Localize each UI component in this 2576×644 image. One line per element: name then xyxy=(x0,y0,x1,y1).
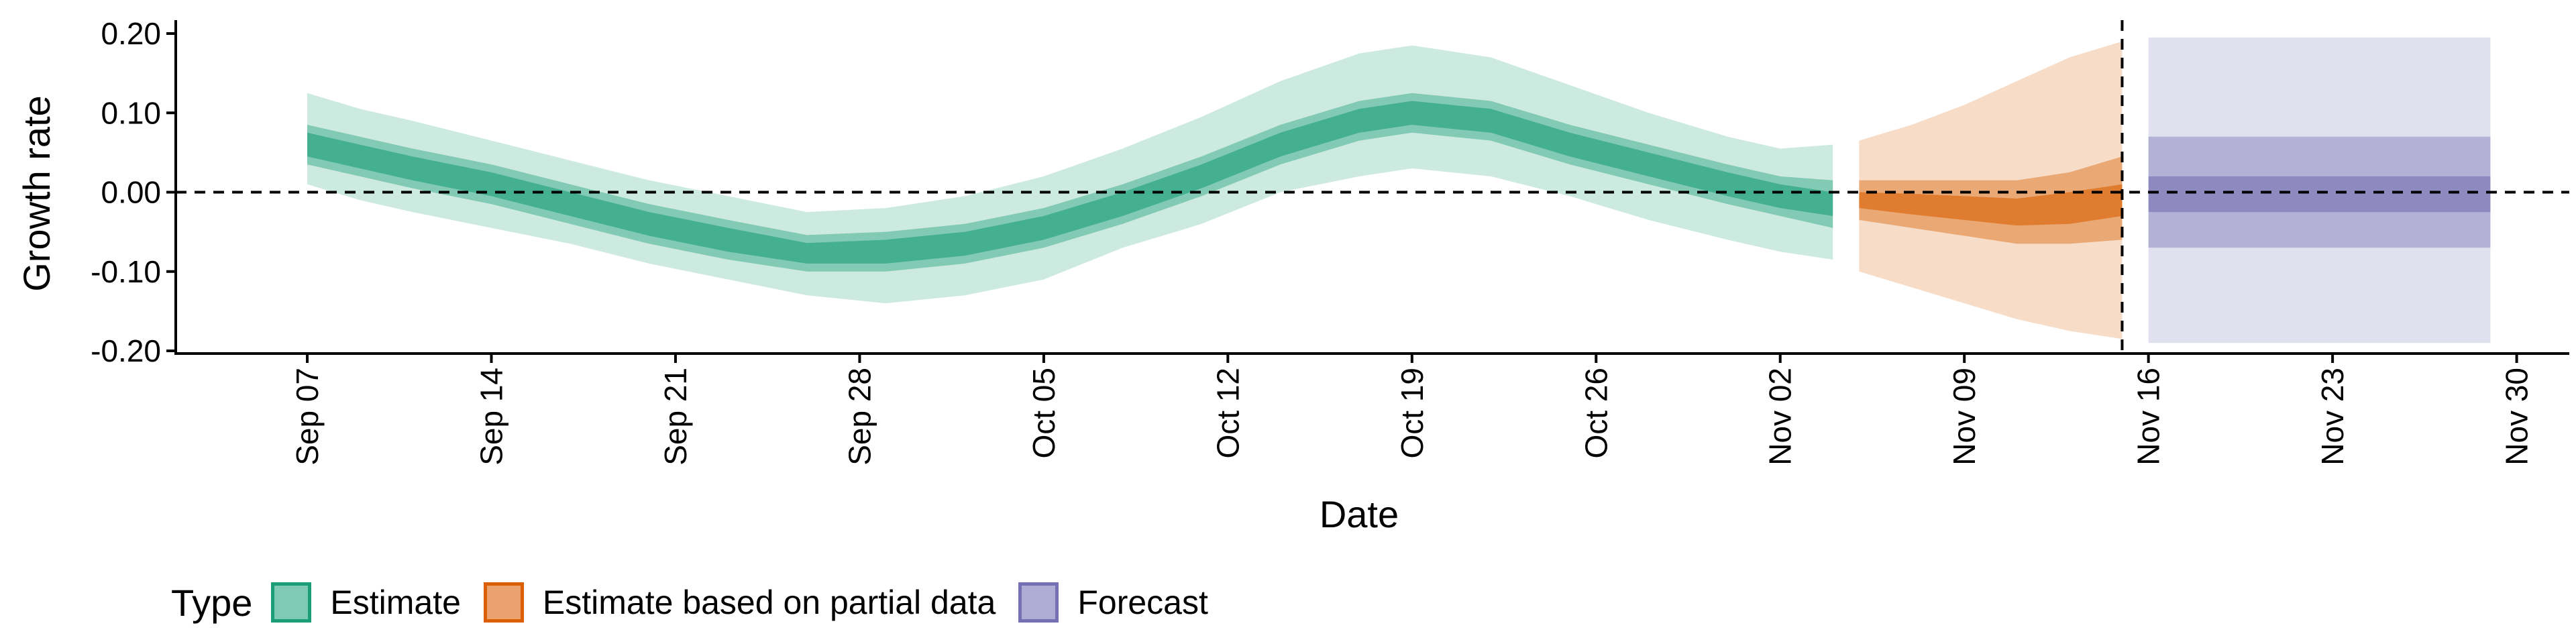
x-tick-label: Oct 12 xyxy=(1210,368,1245,459)
growth-rate-chart: -0.20 -0.10 0.00 0.10 0.20 Sep 07 Sep 14 Sep 2… xyxy=(15,16,2569,535)
x-axis-title: Date xyxy=(1320,493,1399,535)
x-tick-label: Sep 28 xyxy=(842,368,877,466)
legend-title: Type xyxy=(171,581,253,624)
x-tick-label: Nov 09 xyxy=(1947,368,1982,466)
ribbon-estimate-based-on-partial-data-20 xyxy=(1859,184,2123,226)
y-axis-title: Growth rate xyxy=(15,95,58,292)
x-tick-label: Oct 05 xyxy=(1026,368,1061,459)
x-tick-label: Sep 14 xyxy=(474,368,509,466)
x-tick-label: Oct 26 xyxy=(1578,368,1613,459)
x-tick-label: Nov 23 xyxy=(2315,368,2350,466)
legend-label-partial: Estimate based on partial data xyxy=(542,584,996,621)
legend-item-estimate: Estimate xyxy=(271,582,461,623)
legend-key-forecast xyxy=(1018,582,1059,623)
y-axis-ticks: -0.20 -0.10 0.00 0.10 0.20 xyxy=(91,16,176,368)
y-tick-label: 0.10 xyxy=(101,95,161,130)
legend-item-forecast: Forecast xyxy=(1018,582,1208,623)
legend-key-estimate xyxy=(271,582,312,623)
x-tick-label: Sep 21 xyxy=(658,368,693,466)
reference-lines xyxy=(176,20,2569,354)
x-axis-ticks: Sep 07 Sep 14 Sep 21 Sep 28 Oct 05 Oct 12 Oct … xyxy=(290,354,2534,466)
y-tick-label: 0.20 xyxy=(101,16,161,51)
x-tick-label: Nov 16 xyxy=(2131,368,2166,466)
x-tick-label: Oct 19 xyxy=(1395,368,1430,459)
legend: Type Estimate Estimate based on partial … xyxy=(171,576,1231,629)
legend-item-partial: Estimate based on partial data xyxy=(483,582,996,623)
ribbon-estimate-90 xyxy=(307,45,1833,304)
y-tick-label: -0.20 xyxy=(91,333,161,368)
x-tick-label: Sep 07 xyxy=(290,368,325,466)
ribbon-forecast-20 xyxy=(2148,176,2491,213)
legend-label-forecast: Forecast xyxy=(1077,584,1208,621)
x-tick-label: Nov 02 xyxy=(1763,368,1798,466)
y-tick-label: -0.10 xyxy=(91,254,161,289)
ribbon-layer xyxy=(307,37,2491,343)
x-tick-label: Nov 30 xyxy=(2500,368,2534,466)
y-tick-label: 0.00 xyxy=(101,175,161,210)
legend-label-estimate: Estimate xyxy=(330,584,461,621)
legend-key-partial xyxy=(483,582,524,623)
axes xyxy=(174,20,2569,355)
ribbon-estimate-20 xyxy=(307,101,1833,264)
ribbon-estimate-based-on-partial-data-90 xyxy=(1859,41,2123,339)
